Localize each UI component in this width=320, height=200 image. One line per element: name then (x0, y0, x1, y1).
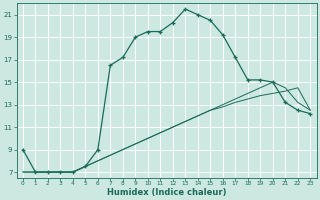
X-axis label: Humidex (Indice chaleur): Humidex (Indice chaleur) (107, 188, 226, 197)
